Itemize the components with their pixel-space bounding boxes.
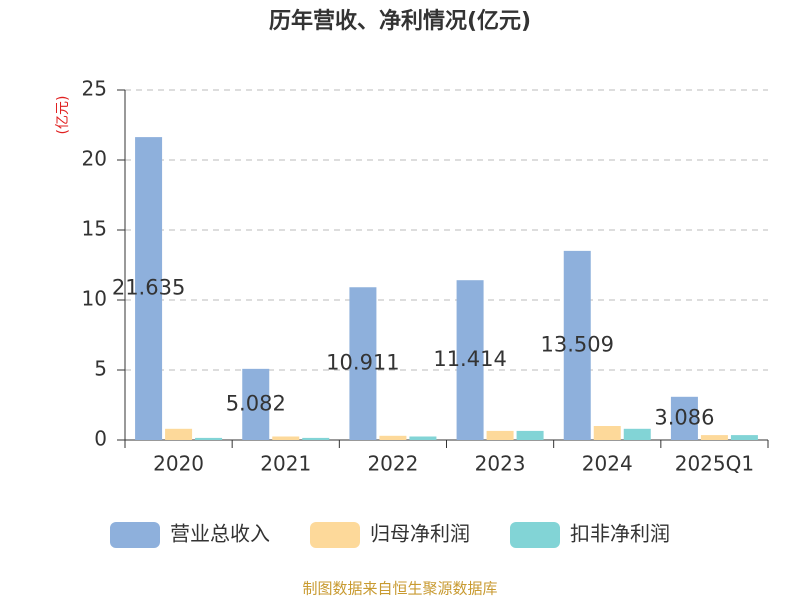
x-tick-label: 2025Q1	[675, 452, 754, 476]
bar	[409, 436, 437, 440]
bar	[242, 368, 270, 440]
bar	[516, 430, 544, 440]
bar	[456, 280, 484, 440]
y-tick-label: 15	[82, 217, 107, 241]
x-tick-label: 2020	[153, 452, 204, 476]
legend-swatch	[310, 522, 360, 548]
legend-label: 归母净利润	[370, 522, 470, 546]
legend-label: 扣非净利润	[570, 522, 670, 546]
data-label: 21.635	[112, 276, 185, 300]
data-label: 3.086	[654, 405, 714, 429]
bar	[272, 436, 300, 440]
bar	[195, 437, 223, 440]
source-note: 制图数据来自恒生聚源数据库	[302, 580, 497, 598]
x-tick-label: 2022	[367, 452, 418, 476]
legend-swatch	[110, 522, 160, 548]
data-label: 11.414	[433, 347, 506, 371]
bar	[486, 430, 514, 440]
data-label: 13.509	[541, 332, 614, 356]
bar	[700, 435, 728, 440]
bar	[730, 435, 758, 440]
data-label: 5.082	[226, 391, 286, 415]
bar	[593, 426, 621, 440]
x-tick-label: 2023	[475, 452, 526, 476]
y-tick-label: 10	[82, 287, 107, 311]
bar	[623, 428, 651, 440]
x-tick-label: 2021	[260, 452, 311, 476]
y-tick-label: 0	[94, 427, 107, 451]
chart-title: 历年营收、净利情况(亿元)	[269, 8, 531, 34]
y-tick-label: 5	[94, 357, 107, 381]
bar	[670, 396, 698, 440]
legend-swatch	[510, 522, 560, 548]
bar	[165, 428, 193, 440]
data-label: 10.911	[326, 351, 399, 375]
bar	[563, 250, 591, 440]
y-tick-label: 25	[82, 77, 107, 101]
bar	[135, 137, 163, 441]
y-axis-label: (亿元)	[55, 96, 71, 135]
bar	[379, 435, 407, 440]
x-tick-label: 2024	[582, 452, 633, 476]
y-tick-label: 20	[82, 147, 107, 171]
bar	[302, 437, 330, 440]
bar	[349, 287, 377, 440]
legend-label: 营业总收入	[170, 522, 270, 546]
